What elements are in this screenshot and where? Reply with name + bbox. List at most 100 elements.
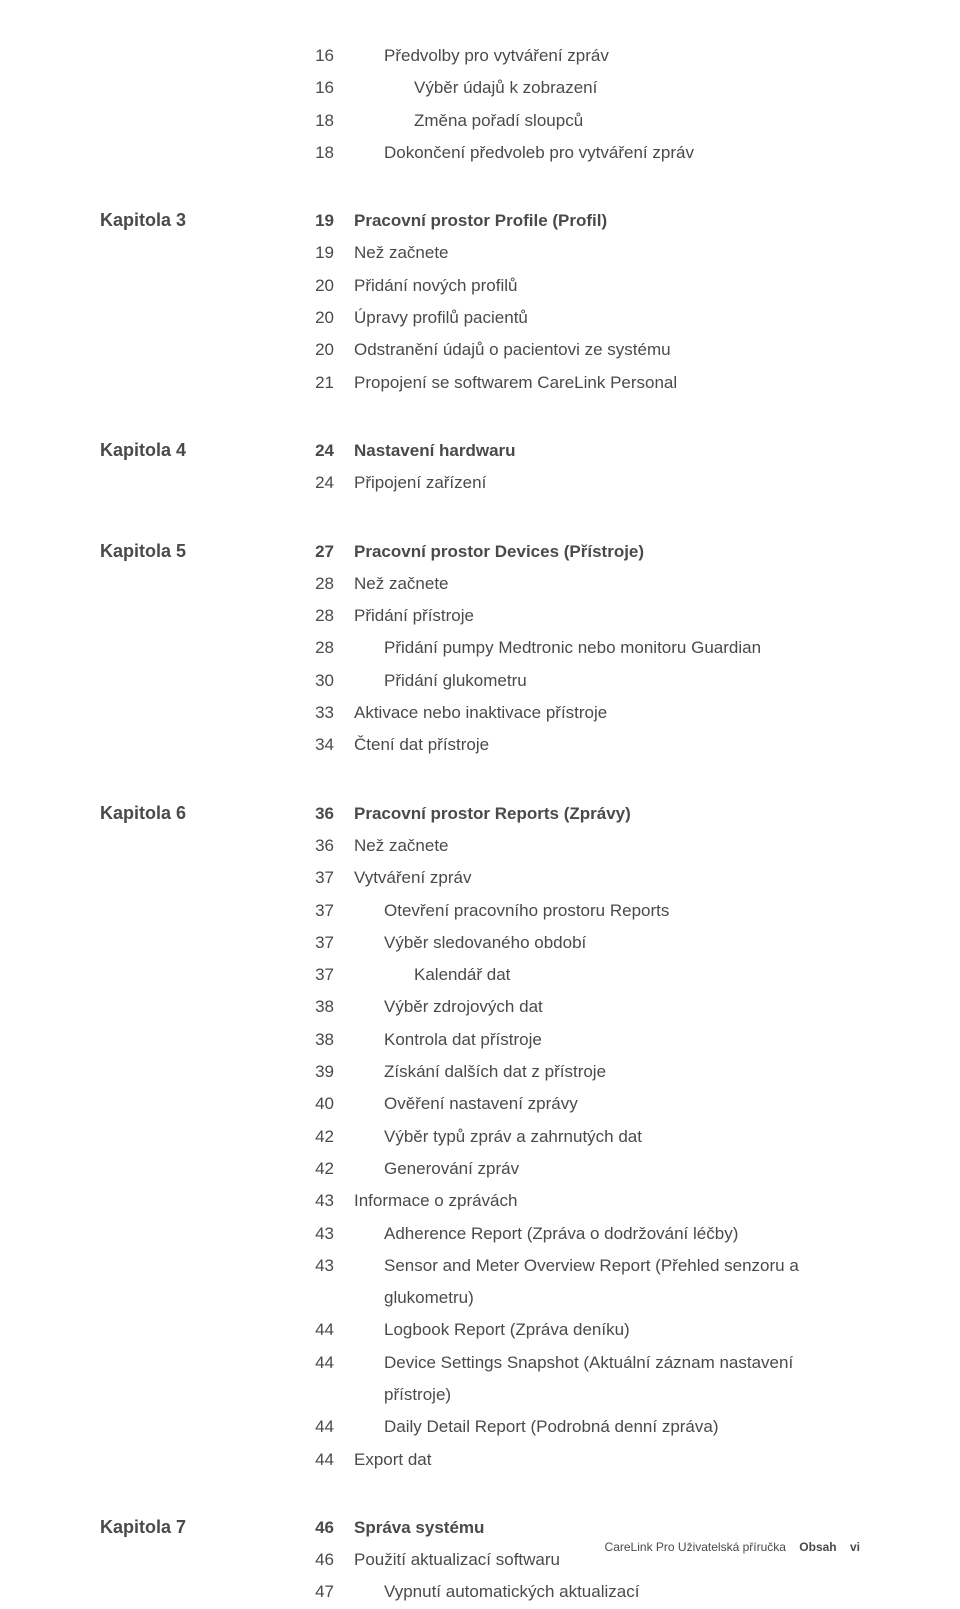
toc-title: Výběr zdrojových dat [354, 991, 543, 1023]
toc-item-row: 44Device Settings Snapshot (Aktuální záz… [100, 1347, 860, 1412]
toc-title: Kontrola dat přístroje [354, 1024, 542, 1056]
toc-item-row: 47Vypnutí automatických aktualizací [100, 1576, 860, 1608]
toc-page-number: 30 [300, 665, 354, 697]
toc-page-number: 19 [300, 237, 354, 269]
toc-page-number: 27 [300, 536, 354, 568]
toc-page-number: 42 [300, 1153, 354, 1185]
toc-page-number: 33 [300, 697, 354, 729]
toc-item-row: 16Výběr údajů k zobrazení [100, 72, 860, 104]
toc-page-number: 37 [300, 862, 354, 894]
toc-page-number: 28 [300, 568, 354, 600]
toc-title: Výběr sledovaného období [354, 927, 586, 959]
toc-page-number: 43 [300, 1250, 354, 1282]
toc-page-number: 47 [300, 1576, 354, 1608]
toc-item-row: 39Získání dalších dat z přístroje [100, 1056, 860, 1088]
toc-title: Otevření pracovního prostoru Reports [354, 895, 669, 927]
toc-item-row: 37Výběr sledovaného období [100, 927, 860, 959]
toc-page-number: 42 [300, 1121, 354, 1153]
section-spacer [100, 762, 860, 796]
toc-item-row: 28Přidání přístroje [100, 600, 860, 632]
toc-title: Výběr údajů k zobrazení [354, 72, 597, 104]
chapter-label: Kapitola 4 [100, 433, 300, 467]
toc-chapter-row: Kapitola 424Nastavení hardwaru [100, 433, 860, 467]
toc-page-number: 38 [300, 991, 354, 1023]
toc-title: Generování zpráv [354, 1153, 519, 1185]
toc-item-row: 40Ověření nastavení zprávy [100, 1088, 860, 1120]
chapter-label: Kapitola 3 [100, 203, 300, 237]
toc-title: Než začnete [354, 237, 449, 269]
toc-title: Export dat [354, 1444, 432, 1476]
toc-title: Než začnete [354, 568, 449, 600]
toc-title: Vypnutí automatických aktualizací [354, 1576, 639, 1608]
toc-page-number: 44 [300, 1444, 354, 1476]
toc-item-row: 44Daily Detail Report (Podrobná denní zp… [100, 1411, 860, 1443]
toc-title: Dokončení předvoleb pro vytváření zpráv [354, 137, 694, 169]
toc-title: Použití aktualizací softwaru [354, 1544, 560, 1576]
toc-page-number: 43 [300, 1218, 354, 1250]
toc-title: Informace o zprávách [354, 1185, 517, 1217]
toc-page-number: 44 [300, 1314, 354, 1346]
section-spacer [100, 399, 860, 433]
toc-title: Daily Detail Report (Podrobná denní zprá… [354, 1411, 719, 1443]
toc-page-number: 46 [300, 1544, 354, 1576]
toc-item-row: 37Otevření pracovního prostoru Reports [100, 895, 860, 927]
toc-item-row: 44Export dat [100, 1444, 860, 1476]
toc-page-number: 44 [300, 1347, 354, 1379]
toc-item-row: 42Výběr typů zpráv a zahrnutých dat [100, 1121, 860, 1153]
toc-item-row: 20Přidání nových profilů [100, 270, 860, 302]
toc-title: Aktivace nebo inaktivace přístroje [354, 697, 607, 729]
toc-page-number: 28 [300, 632, 354, 664]
toc-title: Logbook Report (Zpráva deníku) [354, 1314, 630, 1346]
toc-title: Odstranění údajů o pacientovi ze systému [354, 334, 671, 366]
toc-title: Změna pořadí sloupců [354, 105, 583, 137]
toc-title: Přidání glukometru [354, 665, 527, 697]
toc-item-row: 43Informace o zprávách [100, 1185, 860, 1217]
toc-title: Úpravy profilů pacientů [354, 302, 528, 334]
chapter-label: Kapitola 7 [100, 1510, 300, 1544]
chapter-label: Kapitola 6 [100, 796, 300, 830]
toc-chapter-row: Kapitola 319Pracovní prostor Profile (Pr… [100, 203, 860, 237]
toc-page-number: 20 [300, 270, 354, 302]
toc-page-number: 24 [300, 435, 354, 467]
toc-title: Výběr typů zpráv a zahrnutých dat [354, 1121, 642, 1153]
page-footer: CareLink Pro Uživatelská příručka Obsah … [605, 1540, 860, 1554]
toc-item-row: 30Přidání glukometru [100, 665, 860, 697]
toc-page-number: 18 [300, 105, 354, 137]
toc-item-row: 28Než začnete [100, 568, 860, 600]
toc-page-number: 39 [300, 1056, 354, 1088]
toc-item-row: 33Aktivace nebo inaktivace přístroje [100, 697, 860, 729]
toc-page-number: 20 [300, 334, 354, 366]
toc-item-row: 42Generování zpráv [100, 1153, 860, 1185]
toc-item-row: 18Změna pořadí sloupců [100, 105, 860, 137]
toc-chapter-row: Kapitola 636Pracovní prostor Reports (Zp… [100, 796, 860, 830]
toc-page-number: 16 [300, 40, 354, 72]
toc-item-row: 34Čtení dat přístroje [100, 729, 860, 761]
toc-item-row: 21Propojení se softwarem CareLink Person… [100, 367, 860, 399]
toc-item-row: 44Logbook Report (Zpráva deníku) [100, 1314, 860, 1346]
toc-title: Správa systému [354, 1512, 484, 1544]
toc-item-row: 38Kontrola dat přístroje [100, 1024, 860, 1056]
toc-title: Pracovní prostor Reports (Zprávy) [354, 798, 631, 830]
toc-title: Přidání přístroje [354, 600, 474, 632]
toc-title: Než začnete [354, 830, 449, 862]
toc-page-number: 18 [300, 137, 354, 169]
toc-item-row: 36Než začnete [100, 830, 860, 862]
toc-item-row: 18Dokončení předvoleb pro vytváření zprá… [100, 137, 860, 169]
footer-section: Obsah [799, 1540, 836, 1554]
toc-page-number: 37 [300, 959, 354, 991]
footer-product: CareLink Pro Uživatelská příručka [605, 1540, 786, 1554]
toc-item-row: 20Odstranění údajů o pacientovi ze systé… [100, 334, 860, 366]
toc-page-number: 21 [300, 367, 354, 399]
toc-item-row: 16Předvolby pro vytváření zpráv [100, 40, 860, 72]
toc-title: Čtení dat přístroje [354, 729, 489, 761]
toc-title: Adherence Report (Zpráva o dodržování lé… [354, 1218, 738, 1250]
toc-item-row: 28Přidání pumpy Medtronic nebo monitoru … [100, 632, 860, 664]
toc-page-number: 36 [300, 798, 354, 830]
toc-page-number: 38 [300, 1024, 354, 1056]
toc-title: Sensor and Meter Overview Report (Přehle… [354, 1250, 860, 1315]
toc-page-number: 37 [300, 927, 354, 959]
toc-title: Pracovní prostor Devices (Přístroje) [354, 536, 644, 568]
toc-chapter-row: Kapitola 527Pracovní prostor Devices (Př… [100, 534, 860, 568]
toc-item-row: 43Adherence Report (Zpráva o dodržování … [100, 1218, 860, 1250]
toc-content: 16Předvolby pro vytváření zpráv16Výběr ú… [100, 40, 860, 1609]
